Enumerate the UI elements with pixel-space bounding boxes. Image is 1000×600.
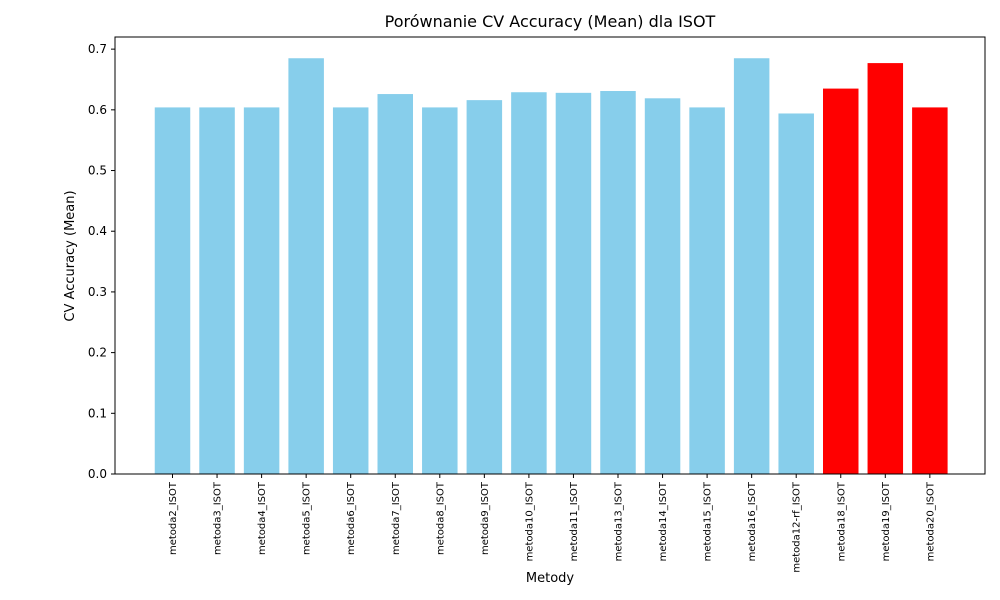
bar-metoda20_ISOT — [912, 107, 948, 475]
bar-metoda5_ISOT — [288, 58, 324, 475]
y-axis: 0.0 0.1 0.2 0.3 0.4 0.5 0.6 0.7 — [88, 42, 115, 481]
y-tick-label: 0.1 — [88, 406, 107, 420]
bar-metoda10_ISOT — [511, 92, 547, 475]
chart-title: Porównanie CV Accuracy (Mean) dla ISOT — [385, 12, 716, 31]
y-tick-label: 0.4 — [88, 224, 107, 238]
x-tick-label: metoda20_ISOT — [925, 481, 936, 561]
x-tick-label: metoda13_ISOT — [614, 481, 625, 561]
bar-metoda8_ISOT — [422, 107, 458, 475]
x-tick-label: metoda11_ISOT — [569, 481, 580, 561]
x-tick-label: metoda9_ISOT — [480, 481, 491, 555]
x-tick-label: metoda5_ISOT — [302, 481, 313, 555]
bars-group — [154, 58, 948, 475]
plot-frame — [114, 36, 986, 475]
x-tick-label: metoda4_ISOT — [257, 481, 268, 555]
bar-metoda13_ISOT — [600, 91, 636, 474]
x-tick-label: metoda2_ISOT — [168, 481, 179, 555]
bar-metoda4_ISOT — [243, 107, 280, 475]
bar-metoda6_ISOT — [332, 107, 369, 475]
y-tick-label: 0.0 — [88, 467, 107, 481]
bar-metoda16_ISOT — [733, 58, 770, 475]
y-tick-label: 0.5 — [88, 164, 107, 178]
bar-metoda12-rf_ISOT — [778, 113, 814, 474]
bar-metoda18_ISOT — [823, 88, 859, 475]
x-axis-label: Metody — [526, 571, 575, 586]
y-tick-label: 0.2 — [88, 346, 107, 360]
bar-metoda19_ISOT — [867, 63, 904, 475]
bar-metoda9_ISOT — [466, 100, 503, 474]
x-tick-label: metoda19_ISOT — [881, 481, 892, 561]
x-tick-label: metoda12-rf_ISOT — [792, 481, 803, 573]
bar-metoda14_ISOT — [644, 98, 681, 474]
bar-metoda2_ISOT — [154, 107, 191, 475]
y-axis-label: CV Accuracy (Mean) — [63, 190, 78, 321]
bar-metoda7_ISOT — [377, 94, 413, 474]
x-tick-label: metoda3_ISOT — [213, 481, 224, 555]
x-tick-label: metoda7_ISOT — [391, 481, 402, 555]
x-tick-label: metoda18_ISOT — [836, 481, 847, 561]
x-tick-label: metoda10_ISOT — [524, 481, 535, 561]
x-tick-label: metoda14_ISOT — [658, 481, 669, 561]
x-tick-label: metoda15_ISOT — [703, 481, 714, 561]
x-tick-label: metoda6_ISOT — [346, 481, 357, 555]
y-tick-label: 0.3 — [88, 285, 107, 299]
bar-metoda15_ISOT — [689, 107, 725, 475]
x-axis: metoda2_ISOT metoda3_ISOT metoda4_ISOT meto… — [168, 474, 936, 573]
x-tick-label: metoda8_ISOT — [435, 481, 446, 555]
bar-metoda11_ISOT — [555, 92, 592, 474]
x-tick-label: metoda16_ISOT — [747, 481, 758, 561]
bar-metoda3_ISOT — [199, 107, 235, 475]
y-tick-label: 0.6 — [88, 103, 107, 117]
y-tick-label: 0.7 — [88, 42, 107, 56]
